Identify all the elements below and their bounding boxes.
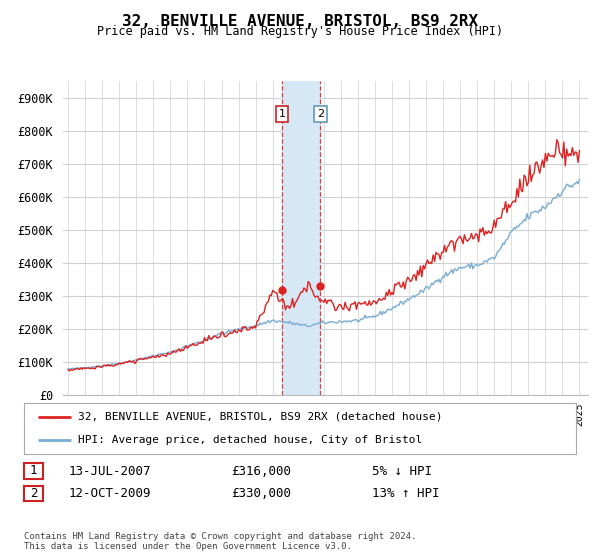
Text: 32, BENVILLE AVENUE, BRISTOL, BS9 2RX: 32, BENVILLE AVENUE, BRISTOL, BS9 2RX — [122, 14, 478, 29]
Text: £330,000: £330,000 — [231, 487, 291, 501]
Text: 13% ↑ HPI: 13% ↑ HPI — [372, 487, 439, 501]
Text: 1: 1 — [30, 464, 37, 478]
Bar — [282, 81, 320, 395]
Text: £316,000: £316,000 — [231, 465, 291, 478]
Text: Price paid vs. HM Land Registry's House Price Index (HPI): Price paid vs. HM Land Registry's House … — [97, 25, 503, 38]
Text: 2: 2 — [30, 487, 37, 500]
Text: 13-JUL-2007: 13-JUL-2007 — [69, 465, 151, 478]
Text: Contains HM Land Registry data © Crown copyright and database right 2024.
This d: Contains HM Land Registry data © Crown c… — [24, 532, 416, 552]
Text: 1: 1 — [278, 109, 286, 119]
Text: 5% ↓ HPI: 5% ↓ HPI — [372, 465, 432, 478]
Text: 2: 2 — [317, 109, 324, 119]
Text: 12-OCT-2009: 12-OCT-2009 — [69, 487, 151, 501]
Text: HPI: Average price, detached house, City of Bristol: HPI: Average price, detached house, City… — [78, 435, 422, 445]
Text: 32, BENVILLE AVENUE, BRISTOL, BS9 2RX (detached house): 32, BENVILLE AVENUE, BRISTOL, BS9 2RX (d… — [78, 412, 443, 422]
